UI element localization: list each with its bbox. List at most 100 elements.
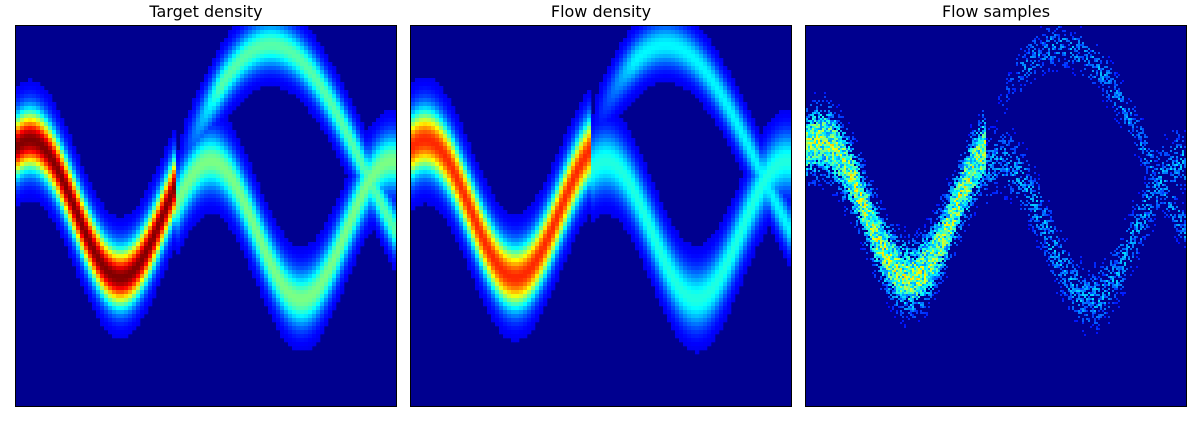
- heatmap-cell: [344, 198, 349, 203]
- heatmap-cell: [40, 114, 45, 119]
- heatmap-cell: [384, 170, 389, 175]
- heatmap-cell: [423, 150, 428, 155]
- heatmap-cell: [423, 102, 428, 107]
- heatmap-cell: [232, 130, 237, 135]
- heatmap-cell: [527, 286, 532, 291]
- heatmap-cell: [192, 170, 197, 175]
- heatmap-cell: [348, 138, 353, 143]
- heatmap-cell: [372, 190, 377, 195]
- heatmap-cell: [539, 298, 544, 303]
- heatmap-cell: [144, 270, 149, 275]
- heatmap-cell: [260, 26, 265, 31]
- heatmap-cell: [284, 290, 289, 295]
- chart-title: Flow density: [550, 2, 652, 21]
- heatmap-cell: [240, 206, 245, 211]
- heatmap-cell: [595, 118, 600, 123]
- heatmap-cell: [340, 290, 345, 295]
- heatmap-cell: [427, 198, 432, 203]
- heatmap-cell: [439, 198, 444, 203]
- heatmap-cell: [567, 158, 572, 163]
- heatmap-cell: [160, 194, 165, 199]
- heatmap-cell: [392, 118, 396, 123]
- heatmap-cell: [559, 198, 564, 203]
- heatmap-cell: [543, 238, 548, 243]
- heatmap-cell: [216, 210, 221, 215]
- heatmap-cell: [136, 294, 141, 299]
- heatmap-cell: [152, 262, 157, 267]
- heatmap-cell: [248, 46, 253, 51]
- heatmap-cell: [599, 142, 604, 147]
- heatmap-cell: [435, 126, 440, 131]
- heatmap-cell: [116, 298, 121, 303]
- heatmap-cell: [44, 142, 49, 147]
- heatmap-cell: [575, 210, 580, 215]
- heatmap-cell: [124, 218, 129, 223]
- heatmap-cell: [503, 218, 508, 223]
- heatmap-cell: [104, 294, 109, 299]
- heatmap-cell: [48, 142, 53, 147]
- heatmap-cell: [296, 70, 301, 75]
- heatmap-cell: [276, 70, 281, 75]
- heatmap-cell: [435, 194, 440, 199]
- heatmap-cell: [104, 230, 109, 235]
- heatmap-cell: [208, 154, 213, 159]
- heatmap-cell: [392, 154, 396, 159]
- heatmap-cell: [571, 118, 576, 123]
- heatmap-cell: [304, 246, 309, 251]
- heatmap-cell: [276, 298, 281, 303]
- heatmap-cell: [228, 30, 233, 35]
- heatmap-cell: [523, 230, 528, 235]
- heatmap-cell: [328, 298, 333, 303]
- heatmap-cell: [439, 110, 444, 115]
- heatmap-cell: [24, 158, 29, 163]
- heatmap-cell: [455, 198, 460, 203]
- heatmap-cell: [176, 190, 181, 195]
- heatmap-cell: [455, 210, 460, 215]
- heatmap-cell: [455, 118, 460, 123]
- heatmap-cell: [72, 234, 77, 239]
- heatmap-cell: [140, 282, 145, 287]
- heatmap-cell: [467, 158, 472, 163]
- heatmap-cell: [384, 138, 389, 143]
- heatmap-cell: [491, 298, 496, 303]
- heatmap-cell: [487, 186, 492, 191]
- heatmap-cell: [172, 198, 177, 203]
- heatmap-cell: [96, 222, 101, 227]
- heatmap-cell: [220, 66, 225, 71]
- heatmap-cell: [304, 254, 309, 259]
- heatmap-cell: [184, 206, 189, 211]
- heatmap-cell: [427, 162, 432, 167]
- heatmap-cell: [268, 258, 273, 263]
- heatmap-cell: [423, 90, 428, 95]
- heatmap-cell: [587, 170, 592, 175]
- heatmap-cell: [372, 162, 377, 167]
- heatmap-cell: [56, 178, 61, 183]
- heatmap-cell: [435, 142, 440, 147]
- heatmap-cell: [212, 162, 217, 167]
- heatmap-cell: [20, 118, 25, 123]
- heatmap-cell: [112, 282, 117, 287]
- heatmap-cell: [527, 282, 532, 287]
- heatmap-cell: [507, 322, 512, 327]
- heatmap-cell: [68, 182, 73, 187]
- heatmap-cell: [52, 210, 57, 215]
- heatmap-cell: [583, 198, 588, 203]
- heatmap-cell: [120, 290, 125, 295]
- heatmap-cell: [340, 250, 345, 255]
- heatmap-cell: [156, 178, 161, 183]
- heatmap-cell: [268, 78, 273, 83]
- heatmap-cell: [116, 330, 121, 335]
- heatmap-cell: [368, 198, 373, 203]
- heatmap-cell: [36, 154, 41, 159]
- heatmap-cell: [595, 190, 600, 195]
- heatmap-cell: [68, 218, 73, 223]
- heatmap-cell: [304, 82, 309, 87]
- heatmap-cell: [200, 146, 205, 151]
- heatmap-cell: [228, 50, 233, 55]
- heatmap-cell: [220, 106, 225, 111]
- heatmap-cell: [32, 94, 37, 99]
- heatmap-cell: [380, 182, 385, 187]
- heatmap-cell: [228, 194, 233, 199]
- heatmap-cell: [427, 118, 432, 123]
- heatmap-cell: [503, 254, 508, 259]
